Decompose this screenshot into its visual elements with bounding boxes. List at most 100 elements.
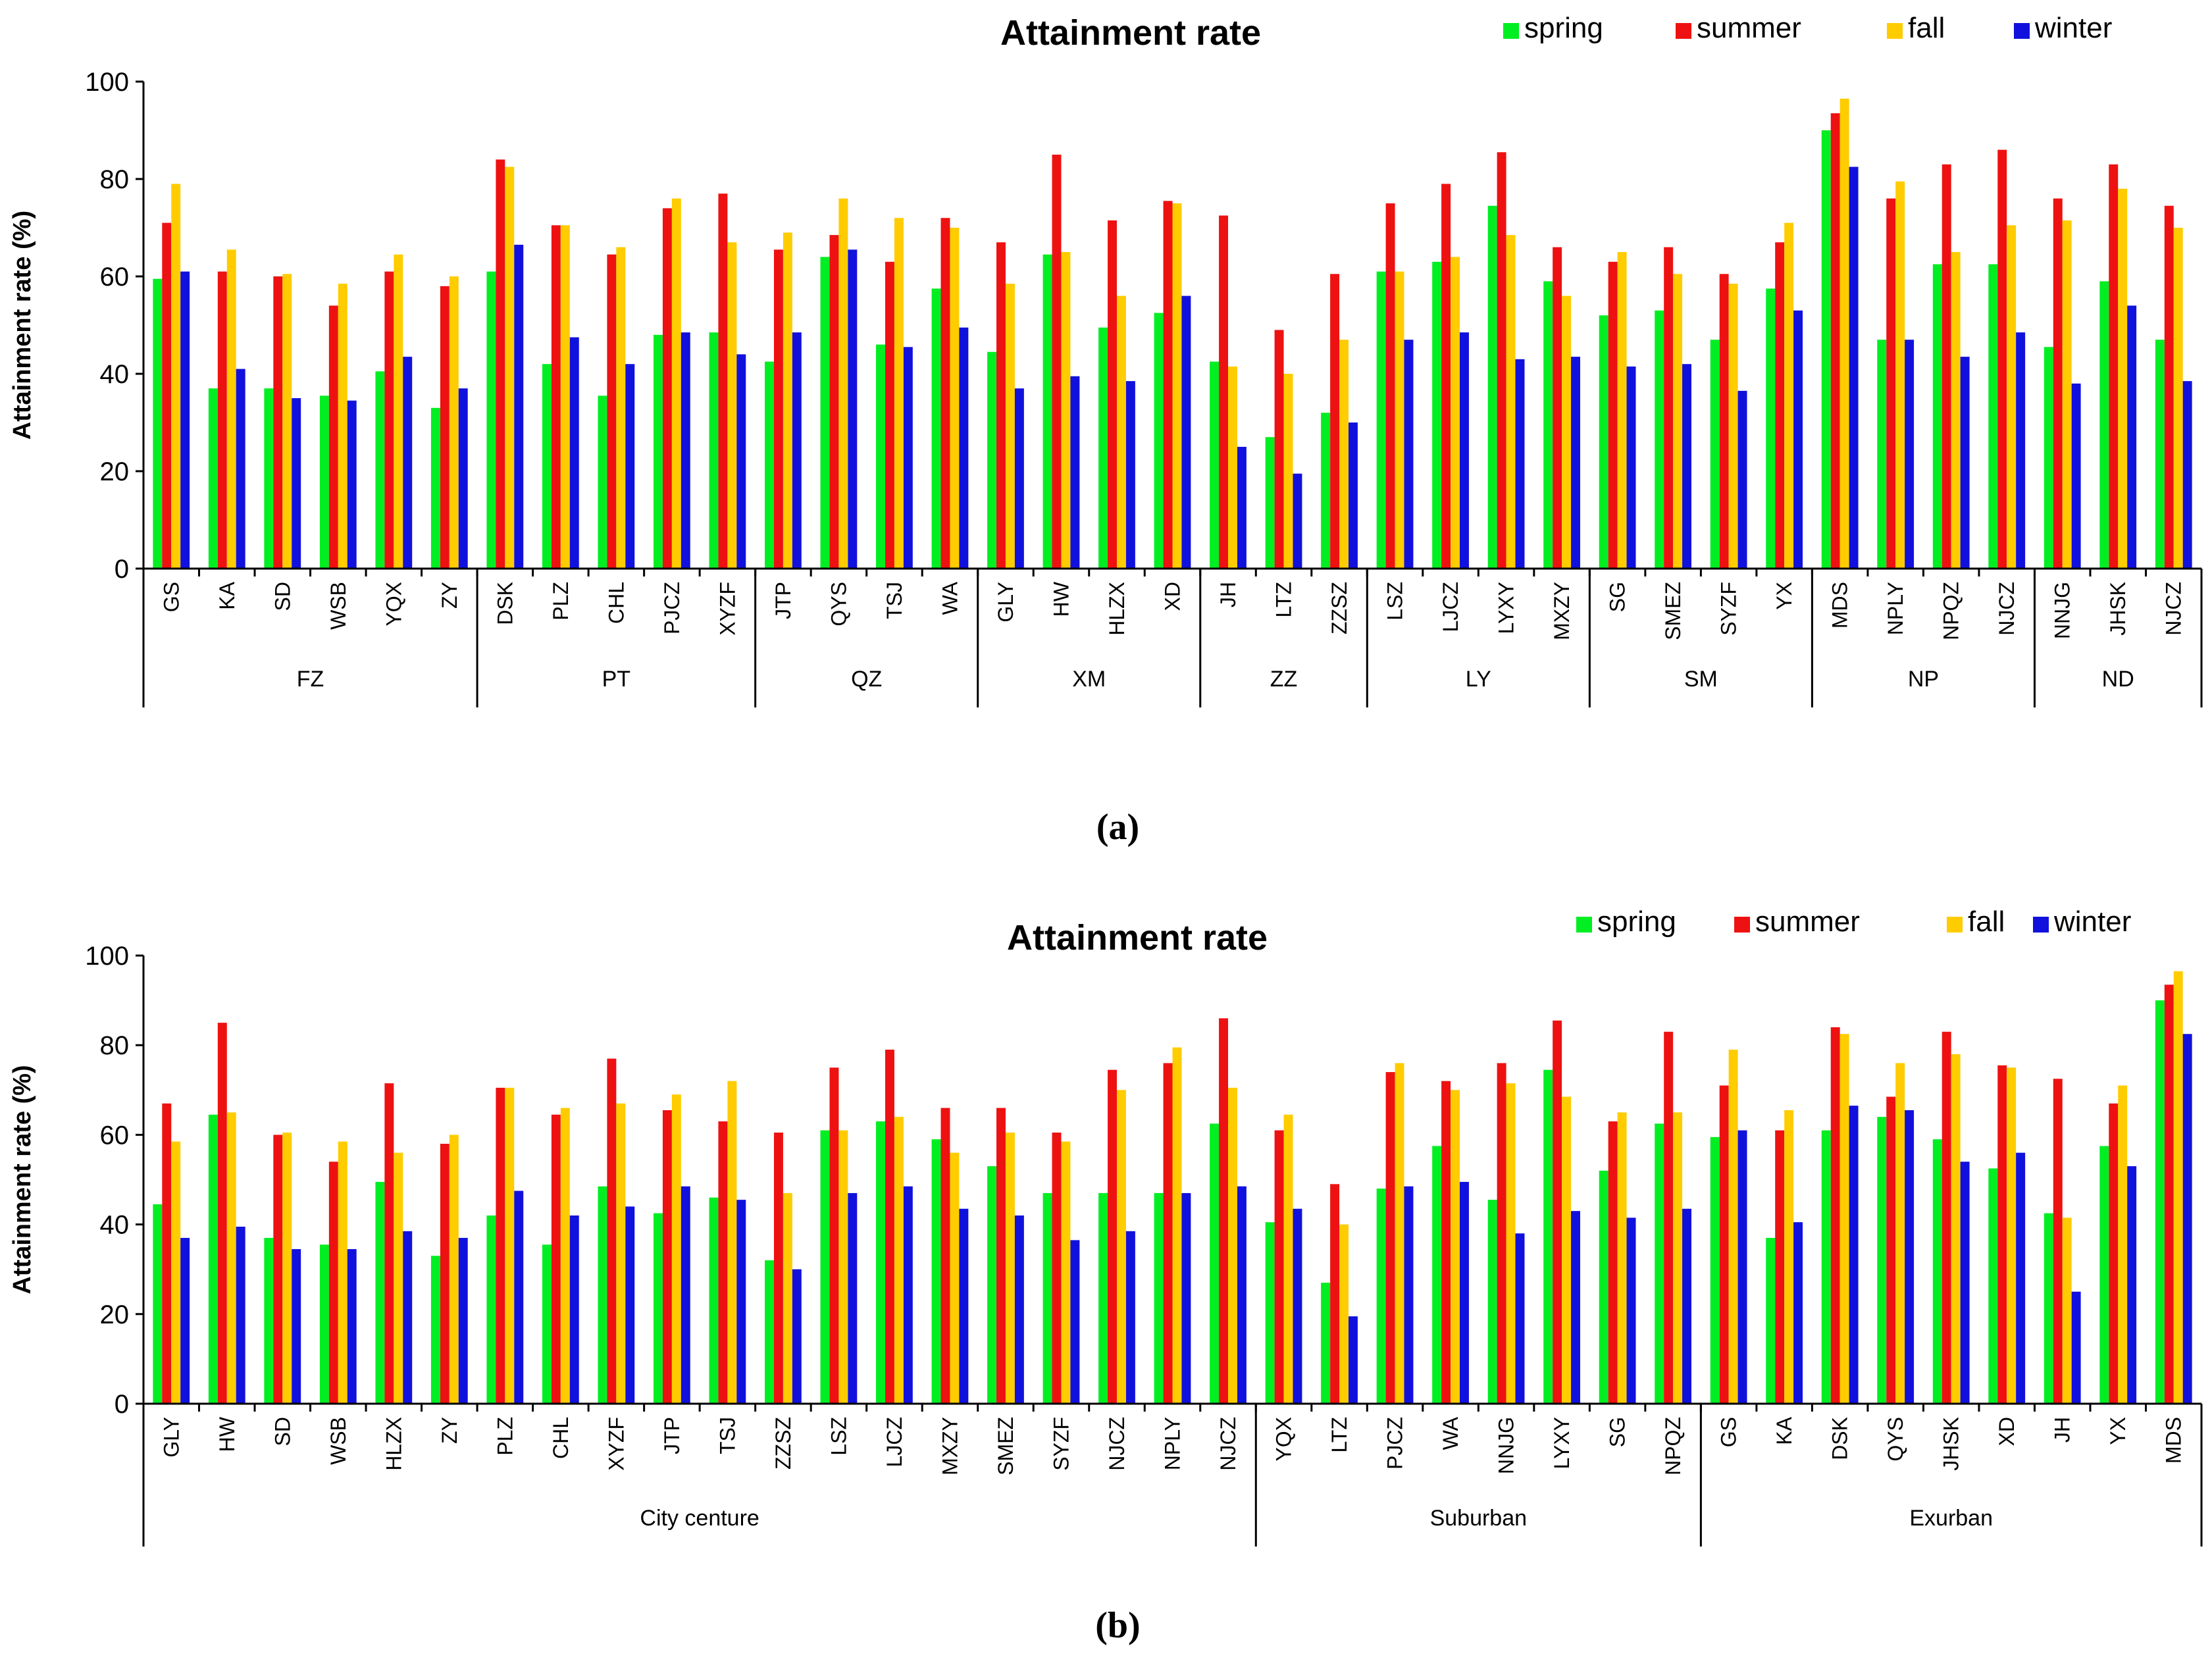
bar-spring-ZZSZ: [1321, 413, 1331, 569]
bar-fall-SYZF: [1728, 284, 1738, 569]
bar-summer-CHL: [607, 254, 617, 569]
bar-spring-MDS: [1821, 130, 1831, 569]
bar-summer-XD: [1997, 1065, 2007, 1404]
x-category-label: XYZF: [604, 1417, 628, 1471]
bar-fall-JH: [2062, 1217, 2072, 1404]
bar-spring-LYXY: [1487, 205, 1497, 569]
bar-spring-MXZY: [931, 1139, 941, 1404]
bar-winter-HLZX: [1125, 381, 1135, 569]
bar-summer-YQX: [384, 271, 394, 569]
bar-winter-WA: [1460, 1181, 1469, 1404]
bar-spring-JH: [1210, 361, 1220, 569]
bar-spring-PLZ: [542, 364, 552, 569]
bar-spring-JHSK: [2099, 281, 2109, 569]
bar-fall-SMEZ: [1673, 274, 1683, 569]
legend-label-spring: spring: [1597, 906, 1676, 938]
x-category-label: NPQZ: [1661, 1417, 1685, 1475]
bar-winter-TSJ: [903, 347, 913, 569]
bar-winter-HLZX: [403, 1231, 413, 1404]
bar-fall-WSB: [338, 1141, 347, 1404]
x-category-label: LTZ: [1327, 1417, 1351, 1453]
x-category-label: YQX: [382, 582, 405, 627]
x-category-label: CHL: [604, 582, 628, 624]
chart-title: Attainment rate: [1007, 918, 1268, 958]
bar-fall-XYZF: [616, 1103, 626, 1404]
bar-spring-JTP: [765, 361, 774, 569]
bar-fall-SG: [1617, 252, 1627, 569]
legend-label-fall: fall: [1908, 12, 1945, 44]
x-category-label: GLY: [159, 1417, 183, 1458]
bar-summer-LJCZ: [885, 1050, 894, 1404]
bar-spring-HW: [208, 1114, 218, 1404]
x-category-label: SYZF: [1717, 582, 1741, 636]
bar-fall-NPQZ: [1673, 1112, 1683, 1404]
legend-label-fall: fall: [1968, 906, 2005, 938]
bar-spring-NNJG: [1487, 1200, 1497, 1404]
x-category-label: NNJG: [1495, 1417, 1518, 1474]
bar-summer-SD: [273, 276, 283, 569]
bar-fall-HLZX: [1116, 295, 1126, 569]
bar-summer-NPQZ: [1942, 164, 1951, 569]
bar-summer-GLY: [162, 1103, 172, 1404]
bar-fall-JHSK: [1951, 1054, 1961, 1404]
x-category-label: NJCZ: [1105, 1417, 1129, 1471]
bar-winter-GLY: [1014, 388, 1024, 569]
y-tick-label: 60: [100, 1121, 130, 1150]
bar-fall-DSK: [1839, 1034, 1849, 1404]
bar-spring-NJCZ: [2155, 340, 2165, 569]
bar-fall-SMEZ: [1005, 1132, 1015, 1404]
legend-label-summer: summer: [1697, 12, 1801, 44]
x-category-label: LJCZ: [883, 1417, 906, 1467]
bar-summer-NNJG: [1497, 1063, 1506, 1404]
bar-spring-LYXY: [1543, 1069, 1553, 1404]
x-category-label: NPQZ: [1940, 582, 1963, 640]
x-category-label: MDS: [2162, 1417, 2186, 1464]
x-category-label: TSJ: [883, 582, 906, 619]
bar-winter-GLY: [180, 1238, 190, 1404]
bar-fall-CHL: [616, 247, 626, 569]
x-category-label: LYXY: [1550, 1417, 1574, 1469]
bar-winter-NPLY: [1905, 340, 1915, 569]
x-category-label: LTZ: [1272, 582, 1296, 618]
bar-summer-LJCZ: [1441, 184, 1451, 569]
bar-winter-XYZF: [736, 354, 746, 569]
bar-summer-ZY: [440, 1144, 450, 1404]
x-category-label: QYS: [827, 582, 850, 627]
bar-winter-XYZF: [625, 1206, 635, 1404]
legend-swatch-fall: [1887, 23, 1903, 39]
bar-spring-WA: [931, 288, 941, 569]
bar-fall-JTP: [671, 1094, 681, 1404]
bar-spring-KA: [208, 388, 218, 569]
bar-summer-LSZ: [829, 1067, 839, 1404]
bar-fall-NPQZ: [1951, 252, 1961, 569]
x-category-label: TSJ: [715, 1417, 739, 1454]
bar-winter-XD: [2016, 1152, 2026, 1404]
bar-spring-NNJG: [2044, 347, 2053, 569]
bar-fall-ZY: [449, 276, 459, 569]
bar-spring-ZY: [430, 1256, 440, 1404]
bar-summer-SG: [1608, 261, 1618, 569]
y-tick-label: 40: [100, 360, 130, 389]
group-label: FZ: [297, 667, 324, 692]
group-label: Exurban: [1909, 1506, 1993, 1531]
group-label: LY: [1466, 667, 1491, 692]
bar-summer-NJCZ: [1997, 149, 2007, 569]
y-tick-label: 20: [100, 457, 130, 486]
bar-winter-DSK: [514, 244, 524, 569]
bar-summer-NPLY: [1886, 198, 1896, 569]
bar-fall-LJCZ: [1451, 257, 1460, 569]
bar-fall-HW: [226, 1112, 236, 1404]
bar-summer-HLZX: [384, 1083, 394, 1404]
x-category-label: NNJG: [2051, 582, 2074, 639]
bar-fall-YX: [1784, 222, 1794, 569]
bar-winter-JHSK: [1960, 1162, 1970, 1404]
bar-summer-YX: [2109, 1103, 2119, 1404]
y-axis-label: Attainment rate (%): [9, 1065, 36, 1294]
bar-spring-NPLY: [1877, 340, 1887, 569]
bar-summer-NJCZ: [1108, 1069, 1117, 1404]
bar-spring-SYZF: [1042, 1192, 1052, 1404]
x-category-label: NPLY: [1884, 582, 1907, 635]
x-category-label: PLZ: [493, 1417, 517, 1456]
bar-spring-GS: [1710, 1137, 1720, 1404]
